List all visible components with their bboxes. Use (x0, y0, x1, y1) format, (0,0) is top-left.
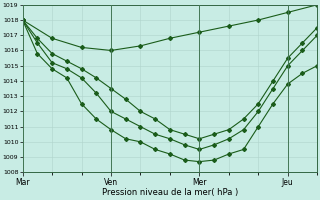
X-axis label: Pression niveau de la mer( hPa ): Pression niveau de la mer( hPa ) (102, 188, 238, 197)
